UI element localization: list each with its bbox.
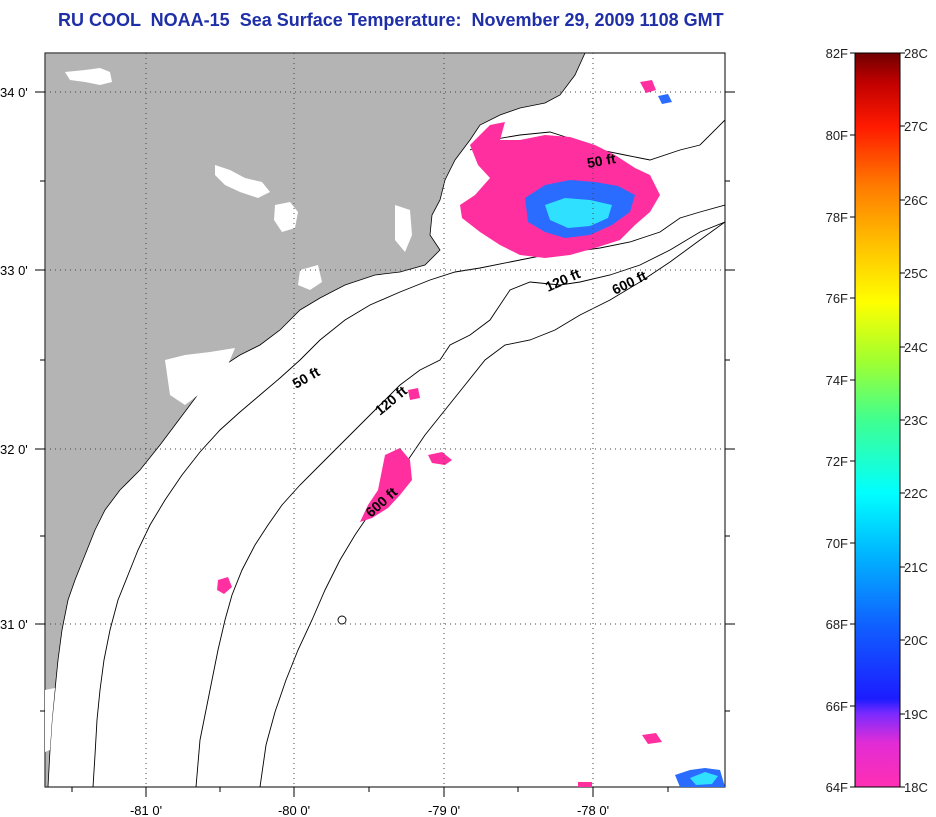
colorbar-f-label: 74F [826, 373, 848, 388]
sst-data-layer [217, 80, 725, 787]
cloud-patch [65, 68, 112, 85]
lon-label: -79 0' [428, 803, 460, 817]
colorbar-f-label: 80F [826, 128, 848, 143]
colorbar-c-label: 26C [904, 193, 928, 208]
colorbar-f-label: 78F [826, 210, 848, 225]
lat-label: 33 0' [0, 263, 28, 278]
colorbar-c-label: 24C [904, 340, 928, 355]
map-panel: 34 0' 33 0' 32 0' 31 0' -81 0' -80 0' -7… [0, 52, 735, 817]
sst-patch-cold [428, 452, 452, 465]
colorbar-f-label: 66F [826, 699, 848, 714]
axis-ticks [35, 91, 735, 797]
sst-patch-cold [640, 80, 656, 93]
colorbar-f-label: 64F [826, 780, 848, 795]
map-title: RU COOL NOAA-15 Sea Surface Temperature:… [58, 10, 724, 30]
lon-label: -80 0' [278, 803, 310, 817]
colorbar-c-label: 27C [904, 119, 928, 134]
cloud-patch [395, 205, 412, 252]
graticule [45, 53, 725, 787]
sst-patch-warm [690, 772, 718, 785]
colorbar-c-label: 23C [904, 413, 928, 428]
sst-patch-cold [642, 733, 662, 744]
sst-patch-cold [217, 577, 232, 594]
colorbar-c-label: 20C [904, 633, 928, 648]
colorbar-f-label: 76F [826, 291, 848, 306]
colorbar-c-label: 21C [904, 560, 928, 575]
sst-patch-warm [545, 198, 612, 228]
lat-label: 31 0' [0, 617, 28, 632]
colorbar-c-label: 25C [904, 266, 928, 281]
colorbar-gradient [854, 52, 901, 788]
colorbar-c-label: 18C [904, 780, 928, 795]
isobath-120ft [195, 221, 725, 787]
cloud-patch [298, 265, 322, 290]
cloud-patch [274, 202, 298, 232]
land-mass [45, 53, 586, 787]
colorbar-c-label: 22C [904, 486, 928, 501]
lon-label: -78 0' [577, 803, 609, 817]
lon-label: -81 0' [130, 803, 162, 817]
colorbar: 82F 80F 78F 76F 74F 72F 70F 68F 66F 64F … [826, 46, 928, 795]
colorbar-c-label: 28C [904, 46, 928, 61]
sst-patch-cold [360, 448, 412, 522]
colorbar-c-label: 19C [904, 707, 928, 722]
sst-patch-cold [408, 388, 420, 400]
cloud-patch [215, 165, 270, 198]
seamount-contour [337, 615, 347, 625]
lat-label: 32 0' [0, 442, 28, 457]
colorbar-f-label: 72F [826, 454, 848, 469]
sst-patch-cold [578, 782, 592, 787]
colorbar-f-label: 70F [826, 536, 848, 551]
sst-patch-mid [658, 94, 672, 104]
colorbar-f-label: 68F [826, 617, 848, 632]
isobath-600ft [259, 221, 725, 787]
colorbar-f-label: 82F [826, 46, 848, 61]
contour-label-50ft: 50 ft [586, 150, 617, 171]
cloud-patch [165, 348, 235, 405]
lat-label: 34 0' [0, 85, 28, 100]
cloud-patch [45, 688, 55, 752]
